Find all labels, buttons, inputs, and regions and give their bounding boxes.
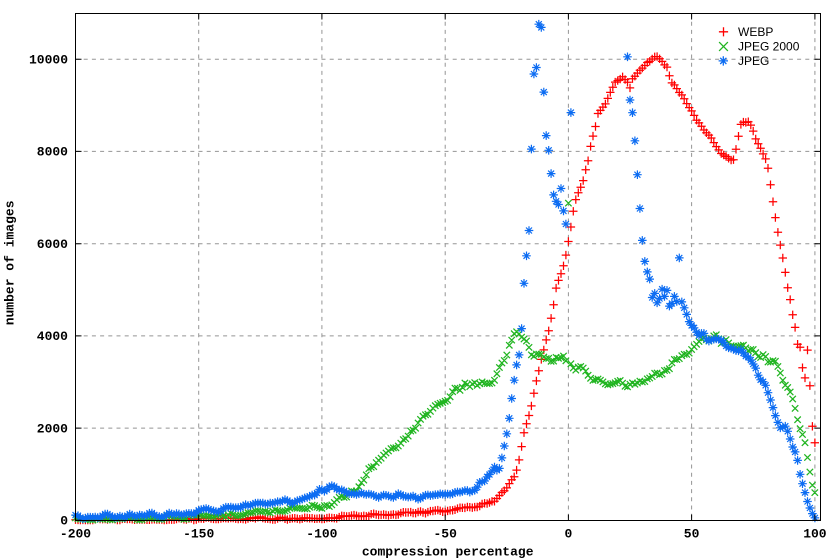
svg-text:10000: 10000 [29,52,68,67]
svg-text:-150: -150 [183,527,214,542]
svg-text:-200: -200 [60,527,91,542]
svg-text:100: 100 [803,527,827,542]
svg-text:8000: 8000 [37,145,68,160]
svg-text:WEBP: WEBP [738,25,773,39]
svg-text:4000: 4000 [37,329,68,344]
svg-text:JPEG: JPEG [738,54,769,68]
svg-text:-100: -100 [306,527,337,542]
svg-text:compression percentage: compression percentage [362,545,534,560]
svg-text:number of images: number of images [3,200,18,325]
svg-text:-50: -50 [433,527,457,542]
svg-text:2000: 2000 [37,421,68,436]
svg-text:50: 50 [684,527,700,542]
svg-text:0: 0 [60,514,68,529]
svg-text:0: 0 [564,527,572,542]
svg-text:JPEG 2000: JPEG 2000 [738,40,800,54]
svg-text:6000: 6000 [37,237,68,252]
